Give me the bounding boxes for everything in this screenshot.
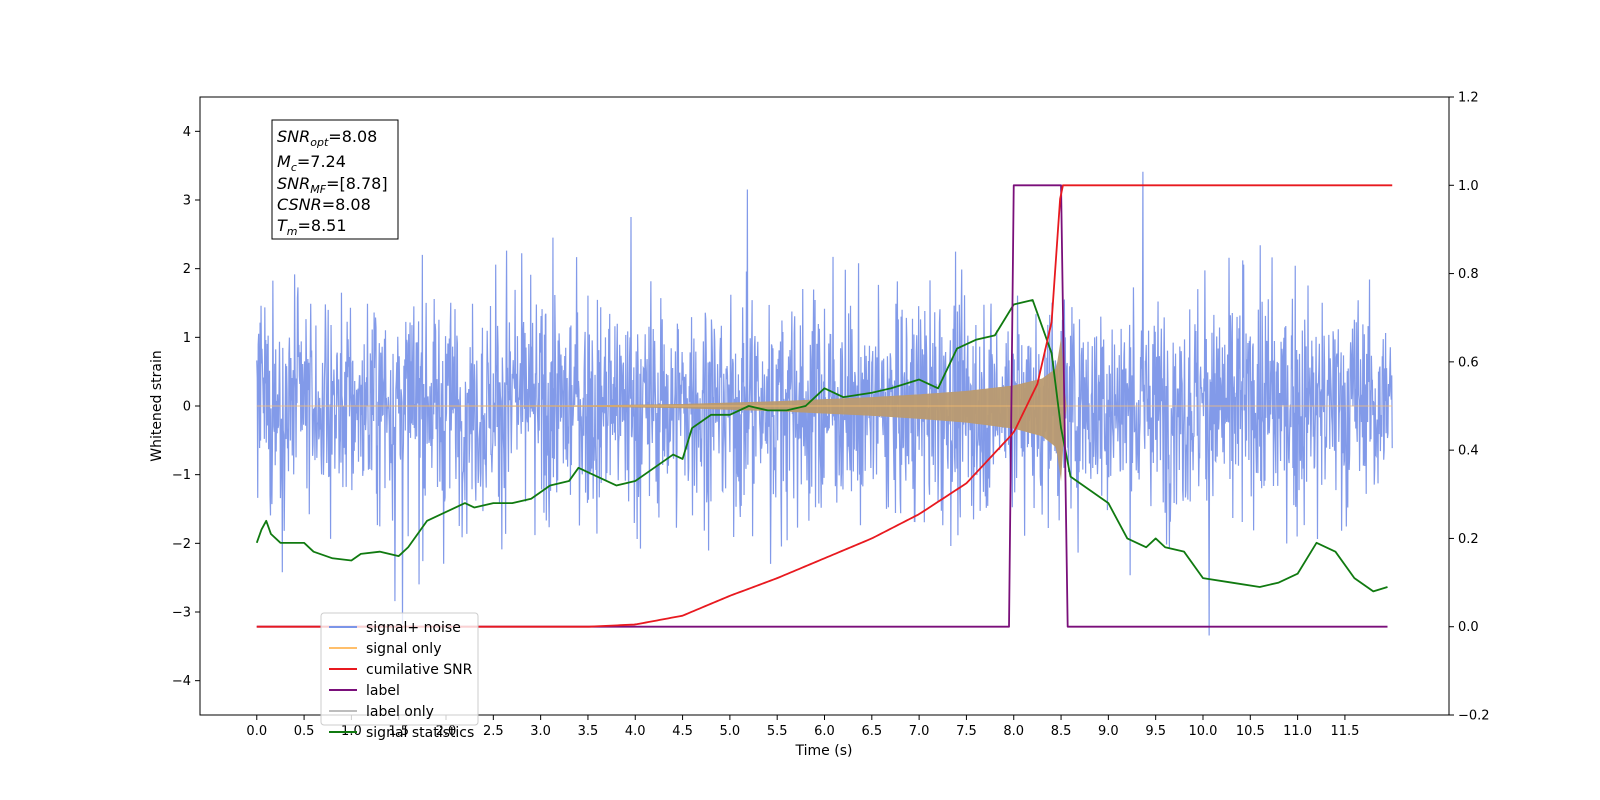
stats-annotation-box: SNRopt=8.08 Mc=7.24 SNRMF=[8.78] CSNR=8.… xyxy=(271,119,399,240)
x-tick-label: 7.5 xyxy=(956,724,977,739)
csnr-value: 8.08 xyxy=(335,195,371,214)
signal-noise-line xyxy=(256,171,1393,636)
y-tick-label: −1 xyxy=(172,468,191,483)
x-axis-label: Time (s) xyxy=(795,743,853,759)
signal-only-series xyxy=(256,337,1393,482)
signal-noise-series xyxy=(256,171,1393,636)
x-tick-label: 8.0 xyxy=(1003,724,1024,739)
legend-label: cumilative SNR xyxy=(366,662,473,678)
x-tick-label: 9.5 xyxy=(1145,724,1166,739)
y-axis-ticks: −4 −3 −2 −1 0 1 2 3 4 xyxy=(172,125,200,689)
x-tick-label: 6.5 xyxy=(861,724,882,739)
legend-label: signal statistics xyxy=(366,725,474,741)
legend-label: label only xyxy=(366,704,434,720)
y2-tick-label: 1.0 xyxy=(1458,179,1479,194)
x-tick-label: 11.5 xyxy=(1330,724,1359,739)
mc-value: 7.24 xyxy=(310,152,346,171)
y2-tick-label: 0.0 xyxy=(1458,620,1479,635)
x-tick-label: 4.0 xyxy=(625,724,646,739)
label-line xyxy=(256,184,1388,628)
x-tick-label: 3.5 xyxy=(578,724,599,739)
snr-mf-value: [8.78] xyxy=(339,174,387,193)
legend-item: signal+ noise xyxy=(329,620,461,636)
legend-frame xyxy=(320,612,479,726)
y-axis-label: Whitened strain xyxy=(149,350,165,461)
y2-tick-label: 0.6 xyxy=(1458,355,1479,370)
x-tick-label: 1.5 xyxy=(388,724,409,739)
y-tick-label: 0 xyxy=(183,400,191,415)
x-tick-label: 11.0 xyxy=(1283,724,1312,739)
y-tick-label: −3 xyxy=(172,606,191,621)
x-tick-label: 2.5 xyxy=(483,724,504,739)
legend-label: signal only xyxy=(366,641,441,657)
x-tick-label: 8.5 xyxy=(1051,724,1072,739)
y-tick-label: 1 xyxy=(183,331,191,346)
x-axis-ticks: 0.0 0.5 1.0 1.5 2.0 2.5 3.0 3.5 4.0 4.5 5.0 5.5 6.0 6… xyxy=(246,715,1359,739)
x-tick-label: 5.5 xyxy=(767,724,788,739)
legend-item: signal only xyxy=(329,641,441,657)
x-tick-label: 9.0 xyxy=(1098,724,1119,739)
tm-value: 8.51 xyxy=(311,216,347,235)
y-tick-label: 4 xyxy=(183,125,191,140)
legend-item: label xyxy=(329,683,400,699)
x-tick-label: 2.0 xyxy=(436,724,457,739)
legend-item: cumilative SNR xyxy=(329,662,473,678)
x-tick-label: 6.0 xyxy=(814,724,835,739)
snr-opt-text: SNRopt=8.08 xyxy=(277,127,377,149)
x-tick-label: 0.0 xyxy=(246,724,267,739)
legend-label: signal+ noise xyxy=(366,620,461,636)
snr-opt-value: 8.08 xyxy=(342,127,378,146)
mc-text: Mc=7.24 xyxy=(277,152,346,174)
legend-label: label xyxy=(366,683,400,699)
snr-mf-text: SNRMF=[8.78] xyxy=(277,174,388,196)
x-tick-label: 10.5 xyxy=(1236,724,1265,739)
y2-tick-label: 0.4 xyxy=(1458,444,1479,459)
y2-tick-label: 0.8 xyxy=(1458,267,1479,282)
y-tick-label: −4 xyxy=(172,674,191,689)
x-tick-label: 5.0 xyxy=(720,724,741,739)
y-tick-label: 3 xyxy=(183,194,191,209)
legend: signal+ noise signal only cumilative SNR la… xyxy=(320,612,479,741)
signal-only-band xyxy=(256,337,1393,482)
signal-statistics-line xyxy=(255,299,1388,593)
y2-tick-label: −0.2 xyxy=(1458,709,1490,724)
y-tick-label: 2 xyxy=(183,262,191,277)
y-tick-label: −2 xyxy=(172,537,191,552)
y2-tick-label: 0.2 xyxy=(1458,532,1479,547)
x-tick-label: 3.0 xyxy=(530,724,551,739)
plot-area xyxy=(255,171,1393,636)
x-tick-label: 4.5 xyxy=(672,724,693,739)
x-tick-label: 0.5 xyxy=(294,724,315,739)
legend-item: signal statistics xyxy=(329,725,474,741)
x-tick-label: 10.0 xyxy=(1189,724,1218,739)
y2-tick-label: 1.2 xyxy=(1458,91,1479,106)
stats-annotation-frame xyxy=(271,119,399,240)
y2-axis-ticks: −0.2 0.0 0.2 0.4 0.6 0.8 1.0 1.2 xyxy=(1449,91,1490,724)
tm-text: Tm=8.51 xyxy=(277,216,347,238)
csnr-text: CSNR=8.08 xyxy=(277,195,371,214)
legend-item: label only xyxy=(329,704,434,720)
x-tick-label: 7.0 xyxy=(909,724,930,739)
